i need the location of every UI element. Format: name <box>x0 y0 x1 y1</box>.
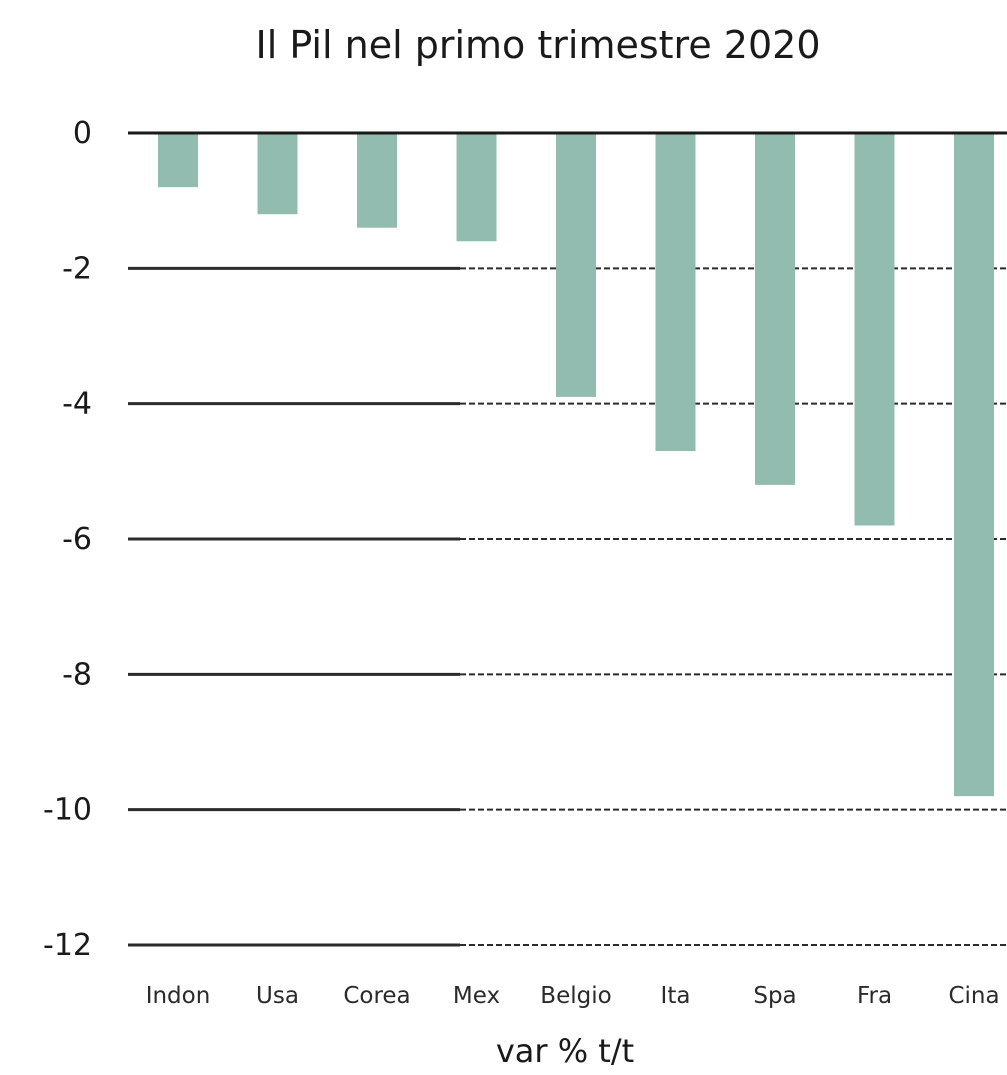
bar-usa <box>257 133 298 215</box>
x-tick-label: Belgio <box>540 983 611 1009</box>
y-tick-label: -12 <box>43 928 92 963</box>
x-tick-label: Ita <box>661 983 691 1009</box>
bar-indon <box>158 133 198 188</box>
bar-mex <box>456 133 497 242</box>
bar-belgio <box>556 133 596 397</box>
y-tick-label: -4 <box>62 387 92 422</box>
bar-fra <box>854 133 895 526</box>
y-axis-ticks: 0 -2 -4 -6 -8 -10 -12 <box>43 116 92 963</box>
x-tick-label: Indon <box>146 983 211 1009</box>
gridlines <box>128 266 1007 947</box>
bar-corea <box>357 133 397 228</box>
bar-cina <box>954 133 994 797</box>
y-tick-label: 0 <box>73 116 92 151</box>
y-tick-label: -2 <box>62 251 92 286</box>
x-tick-label: Cina <box>948 983 999 1009</box>
x-tick-label: Usa <box>256 983 299 1009</box>
x-tick-label: Spa <box>753 983 796 1009</box>
chart-title: Il Pil nel primo trimestre 2020 <box>256 23 821 67</box>
x-tick-label: Mex <box>453 983 500 1009</box>
x-tick-label: Corea <box>343 983 410 1009</box>
bars <box>158 133 994 797</box>
x-tick-label: Fra <box>857 983 892 1009</box>
y-tick-label: -10 <box>43 793 92 828</box>
bar-spa <box>755 133 795 485</box>
x-axis-label: var % t/t <box>496 1032 634 1070</box>
x-axis-categories: Indon Usa Corea Mex Belgio Ita Spa Fra Cina <box>146 983 1000 1009</box>
y-tick-label: -8 <box>62 657 92 692</box>
y-tick-label: -6 <box>62 522 92 557</box>
bar-ita <box>655 133 696 452</box>
